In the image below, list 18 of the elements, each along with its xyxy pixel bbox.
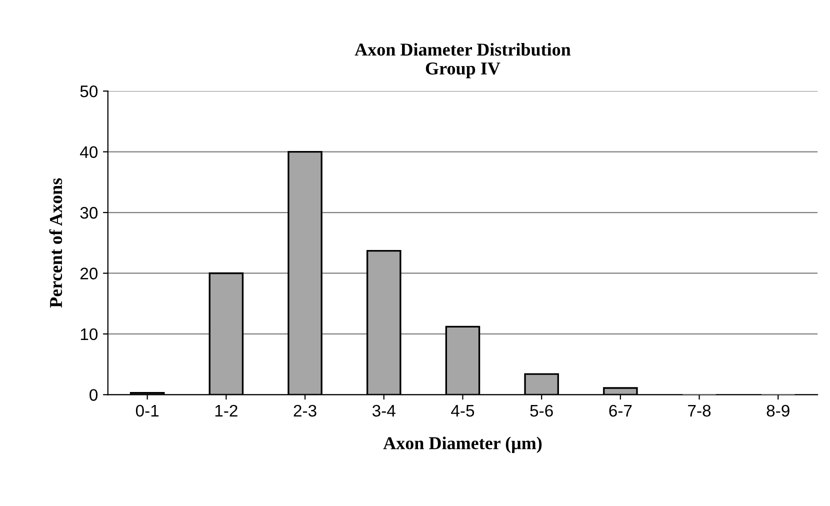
x-tick-label: 1-2 <box>215 404 238 416</box>
y-axis-title: Percent of Axons <box>49 178 62 308</box>
x-tick-label: 2-3 <box>294 404 316 417</box>
y-tick-label: 40 <box>80 146 98 158</box>
y-tick-label: 0 <box>90 389 98 401</box>
x-axis-title: Axon Diameter (μm) <box>383 436 542 453</box>
x-tick-label: 5-6 <box>530 404 553 417</box>
x-tick-label: 8-9 <box>766 404 790 417</box>
y-tick-label: 10 <box>80 328 98 340</box>
x-tick-label: 4-5 <box>451 405 474 417</box>
x-tick-label: 7-8 <box>688 404 711 417</box>
y-tick-label: 50 <box>80 85 98 98</box>
y-tick-label: 20 <box>80 268 98 280</box>
x-tick-label: 0-1 <box>136 404 159 417</box>
x-tick-label: 3-4 <box>372 404 396 417</box>
y-tick-label: 30 <box>80 206 98 219</box>
x-tick-label: 6-7 <box>609 404 632 417</box>
chart-title: Axon Diameter Distribution Group IV <box>354 43 571 78</box>
